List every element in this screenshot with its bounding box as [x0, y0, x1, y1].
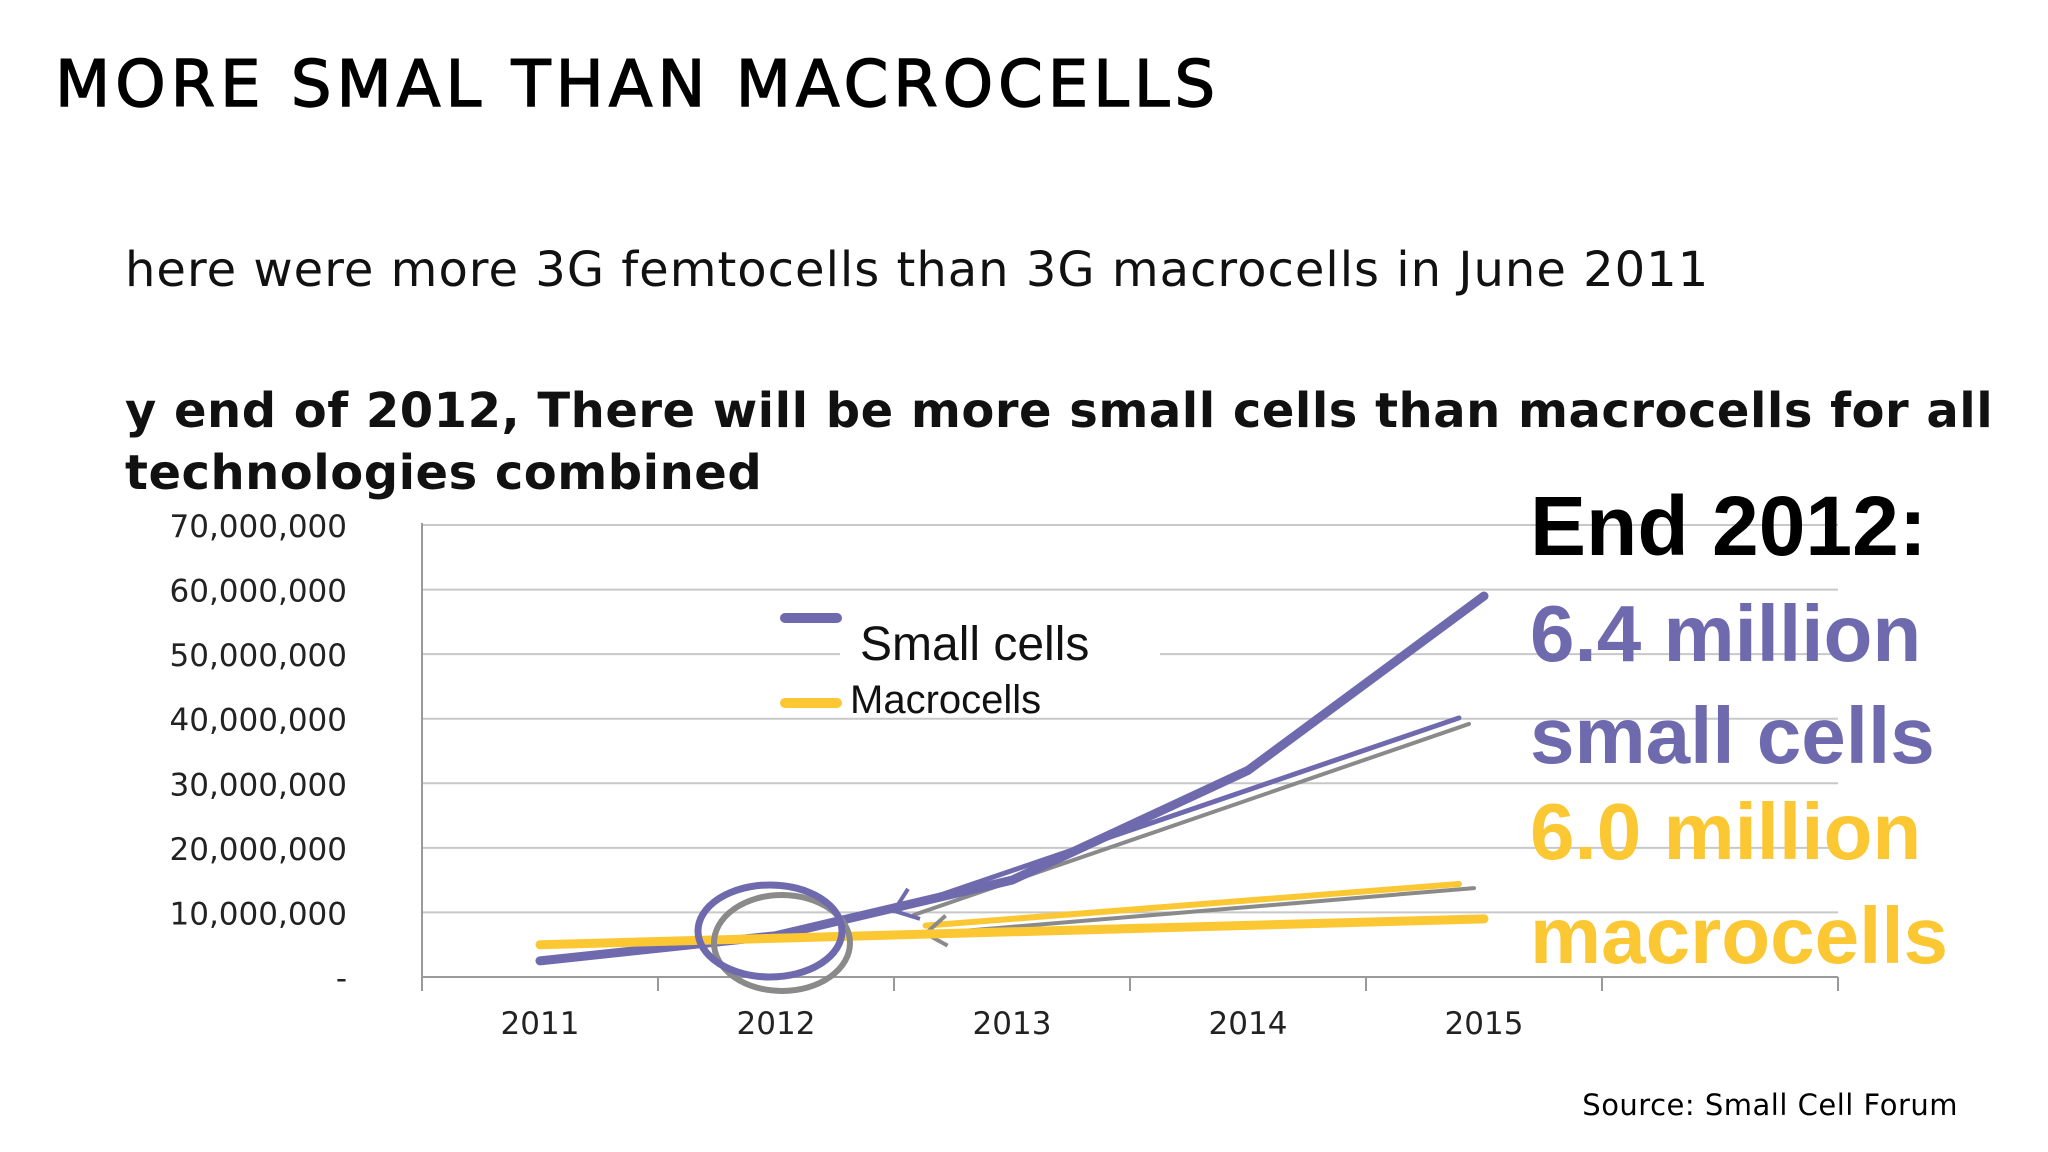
x-tick-label: 2015: [1445, 1006, 1524, 1042]
legend-label-macrocells: Macrocells: [850, 678, 1041, 722]
y-axis-tick-labels: - 10,000,000 20,000,000 30,000,000 40,000,00…: [170, 509, 348, 997]
callout-heading: End 2012:: [1530, 479, 1927, 573]
highlight-circle: [694, 881, 846, 981]
chart-legend: Small cells Macrocells: [780, 610, 1160, 722]
slide-title: MORE SMAL THAN MACROCELLS: [54, 47, 1221, 122]
y-tick-label: 10,000,000: [170, 896, 348, 932]
bullet-femtocells: here were more 3G femtocells than 3G mac…: [125, 242, 1710, 298]
callout-small-cells-value: 6.4 million: [1530, 589, 1922, 678]
annotation-arrow-macrocells: [922, 881, 1462, 929]
x-tick-label: 2013: [973, 1006, 1052, 1042]
legend-background: [840, 610, 1160, 670]
y-tick-label: 40,000,000: [170, 703, 348, 739]
series-line-macrocells: [535, 914, 1489, 950]
y-tick-label: -: [336, 961, 347, 997]
chart-axes: [421, 523, 1839, 991]
y-tick-label: 70,000,000: [170, 509, 348, 545]
callout-macrocells-value: 6.0 million: [1530, 787, 1922, 876]
bullet-small-cells: y end of 2012, There will be more small …: [125, 383, 1994, 501]
y-tick-label: 30,000,000: [170, 767, 348, 803]
annotation-arrow-small-cells: [891, 715, 1462, 914]
highlight-circle-shadow: [711, 891, 853, 994]
source-note: Source: Small Cell Forum: [1582, 1088, 1958, 1122]
y-tick-label: 60,000,000: [170, 574, 348, 610]
crossover-highlight: [694, 881, 853, 994]
x-tick-label: 2014: [1209, 1006, 1288, 1042]
callout-macrocells-label: macrocells: [1530, 891, 1949, 980]
x-tick-label: 2011: [501, 1006, 580, 1042]
x-tick-label: 2012: [737, 1006, 816, 1042]
x-axis-tick-labels: 2011 2012 2013 2014 2015: [501, 1006, 1524, 1042]
y-tick-label: 50,000,000: [170, 638, 348, 674]
callout-small-cells-label: small cells: [1530, 691, 1935, 780]
annotation-shadow-macrocells: [929, 886, 1476, 936]
legend-label-small-cells: Small cells: [860, 618, 1089, 671]
y-tick-label: 20,000,000: [170, 832, 348, 868]
